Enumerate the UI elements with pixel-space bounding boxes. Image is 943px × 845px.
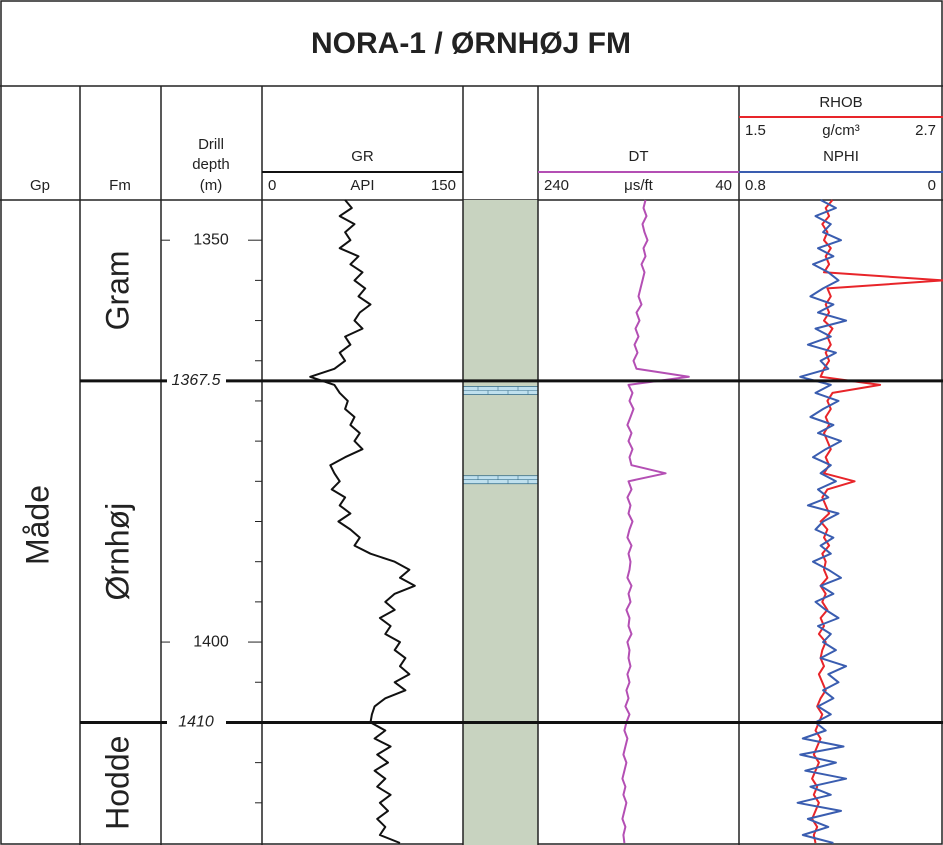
scale-min: 0 — [268, 177, 276, 194]
log-curve — [621, 199, 690, 844]
curve-name: NPHI — [823, 148, 859, 165]
scale-max: 40 — [715, 177, 732, 194]
curve-name: GR — [351, 148, 374, 165]
log-curve — [796, 199, 848, 844]
scale-max: 2.7 — [915, 122, 936, 139]
formation-name: Gram — [99, 250, 135, 330]
formation-top-label: 1410 — [178, 714, 214, 731]
depth-label: depth — [192, 156, 230, 173]
column-header: Fm — [109, 177, 131, 194]
curve-name: DT — [629, 148, 649, 165]
formation-name: Hodde — [99, 736, 135, 830]
curve-name: RHOB — [819, 94, 862, 111]
depth-tick-label: 1400 — [193, 633, 229, 650]
depth-label: (m) — [200, 177, 223, 194]
depth-label: Drill — [198, 136, 224, 153]
curve-unit: g/cm³ — [822, 122, 860, 139]
lithology-column — [463, 200, 538, 845]
log-curve — [811, 199, 943, 844]
curve-unit: API — [350, 177, 374, 194]
scale-min: 0.8 — [745, 177, 766, 194]
column-header: Gp — [30, 177, 50, 194]
log-curve — [309, 199, 416, 844]
scale-max: 0 — [928, 177, 936, 194]
scale-min: 1.5 — [745, 122, 766, 139]
scale-min: 240 — [544, 177, 569, 194]
formation-top-label: 1367.5 — [172, 372, 221, 389]
curve-unit: μs/ft — [624, 177, 653, 194]
chart-title: NORA-1 / ØRNHØJ FM — [311, 27, 631, 60]
scale-max: 150 — [431, 177, 456, 194]
group-name: Måde — [19, 485, 55, 565]
formation-name: Ørnhøj — [99, 503, 135, 601]
depth-tick-label: 1350 — [193, 231, 229, 248]
